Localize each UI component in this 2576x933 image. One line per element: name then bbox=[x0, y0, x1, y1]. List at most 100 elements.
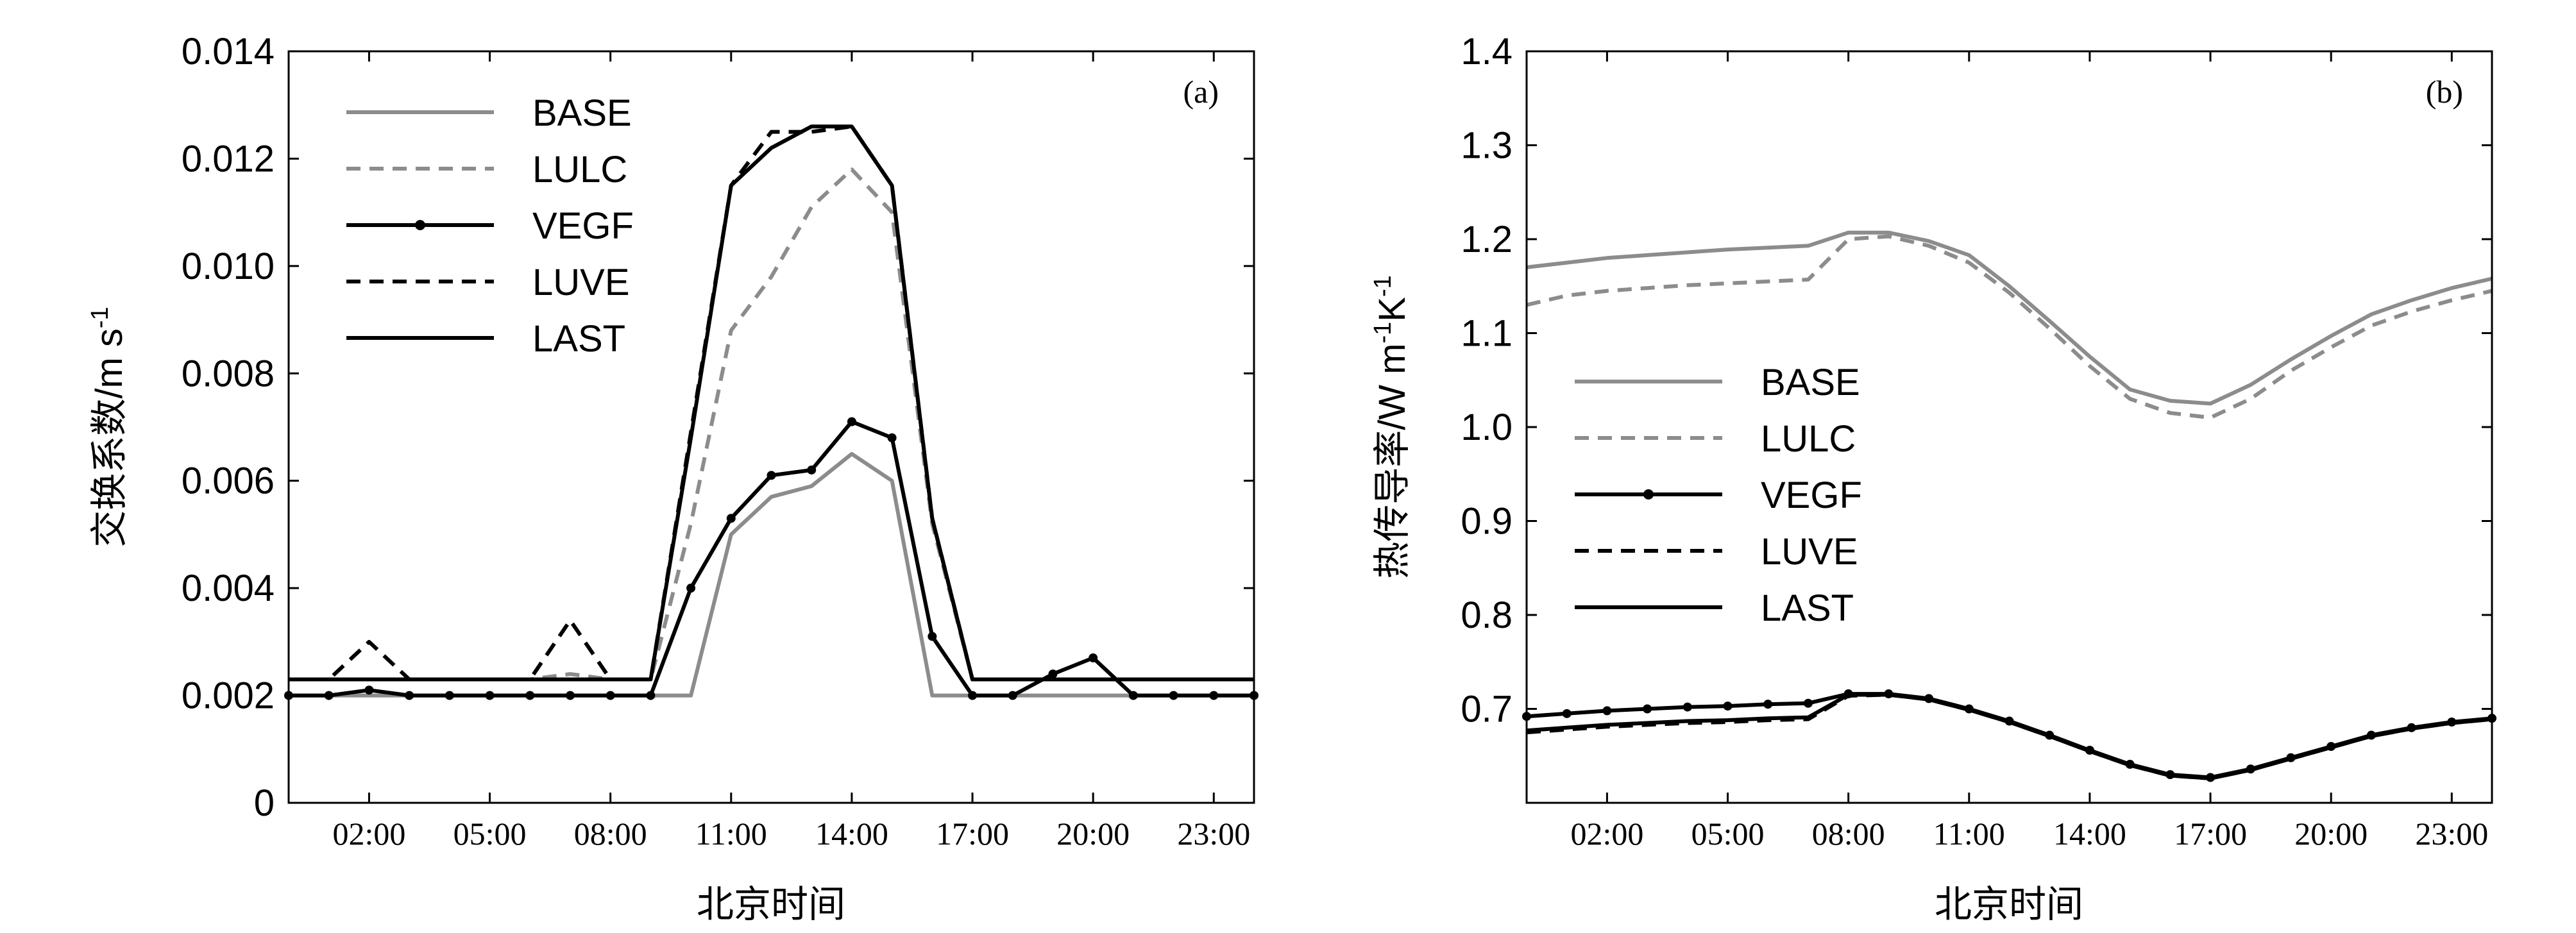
chart-b-ytick-label: 1.0 bbox=[1461, 407, 1513, 448]
chart-a-ytick-label: 0.006 bbox=[182, 460, 275, 502]
chart-b-ylabel-main: 热传导率/W m bbox=[1371, 343, 1413, 578]
chart-b-point-vegf bbox=[1602, 706, 1612, 716]
chart-a-point-vegf bbox=[1128, 691, 1138, 700]
chart-b-ytick-label: 0.9 bbox=[1461, 501, 1513, 542]
chart-a-point-vegf bbox=[485, 691, 495, 700]
chart-a-ytick-label: 0.002 bbox=[182, 675, 275, 717]
chart-a-point-vegf bbox=[606, 691, 615, 700]
chart-a-point-vegf bbox=[565, 691, 575, 700]
chart-b-legend: BASE LULC VEGF LUVE LAST bbox=[1575, 362, 1862, 629]
chart-a-xtick-label: 11:00 bbox=[695, 816, 767, 852]
chart-a-ylabel: 交换系数/m s-1 bbox=[87, 307, 130, 547]
chart-a-point-vegf bbox=[364, 685, 374, 695]
chart-a-xtick-label: 08:00 bbox=[574, 816, 647, 852]
chart-b-xlabel: 北京时间 bbox=[1935, 884, 2083, 925]
chart-a-legend-label-last: LAST bbox=[532, 318, 625, 360]
chart-panel-a: 02:00 05:00 08:00 11:00 14:00 17:00 20:00 23:00… bbox=[87, 31, 1258, 925]
chart-b-legend-label-vegf: VEGF bbox=[1761, 475, 1862, 516]
chart-b-xtick-label: 02:00 bbox=[1570, 816, 1643, 852]
chart-b-xtick-label: 14:00 bbox=[2053, 816, 2126, 852]
chart-b-ylabel-sup2: -1 bbox=[1369, 275, 1396, 297]
chart-b-series bbox=[1522, 230, 2496, 782]
chart-a-point-vegf bbox=[1169, 691, 1178, 700]
chart-a-ticks: 02:00 05:00 08:00 11:00 14:00 17:00 20:00 23:00… bbox=[182, 31, 1254, 852]
chart-b-point-vegf bbox=[1723, 702, 1733, 711]
chart-a-point-vegf bbox=[887, 433, 897, 442]
chart-a-point-vegf bbox=[646, 691, 656, 700]
chart-a-legend-label-luve: LUVE bbox=[532, 262, 630, 303]
chart-a-point-vegf bbox=[807, 465, 817, 475]
chart-b-legend-label-base: BASE bbox=[1761, 362, 1860, 403]
chart-b-point-vegf bbox=[1682, 702, 1692, 712]
chart-a-point-vegf bbox=[767, 471, 776, 480]
chart-a-legend-label-base: BASE bbox=[532, 92, 632, 134]
chart-b-xtick-label: 23:00 bbox=[2415, 816, 2488, 852]
chart-a-ylabel-main: 交换系数/m s bbox=[89, 328, 130, 548]
chart-a-point-vegf bbox=[968, 691, 978, 700]
chart-b-series-last bbox=[1526, 693, 2493, 780]
chart-a-series-last bbox=[289, 124, 1254, 682]
chart-b-point-vegf bbox=[1763, 700, 1773, 709]
chart-a-point-vegf bbox=[1089, 653, 1098, 662]
chart-a-xtick-label: 14:00 bbox=[815, 816, 888, 852]
chart-b-xtick-label: 20:00 bbox=[2294, 816, 2368, 852]
chart-b-legend-label-lulc: LULC bbox=[1761, 418, 1856, 460]
chart-a-point-vegf bbox=[1008, 691, 1017, 700]
chart-a-series bbox=[284, 124, 1258, 700]
chart-b-ytick-label: 0.7 bbox=[1461, 689, 1513, 730]
chart-a-point-vegf bbox=[405, 691, 414, 700]
chart-b-ylabel-mid: K bbox=[1371, 297, 1413, 322]
chart-b-frame bbox=[1525, 50, 2493, 804]
chart-a-ytick-label: 0.004 bbox=[182, 567, 275, 609]
chart-b-ylabel-sup1: -1 bbox=[1369, 322, 1396, 344]
chart-b-legend-label-last: LAST bbox=[1761, 587, 1854, 629]
chart-a-legend: BASE LULC VEGF LUVE LAST bbox=[346, 92, 634, 360]
chart-b-ylabel: 热传导率/W m-1K-1 bbox=[1369, 275, 1413, 579]
chart-a-point-vegf bbox=[445, 691, 454, 700]
chart-a-xtick-label: 05:00 bbox=[453, 816, 527, 852]
chart-a-legend-marker-vegf bbox=[415, 220, 425, 230]
chart-a-point-vegf bbox=[324, 691, 334, 700]
chart-a-xtick-label: 17:00 bbox=[936, 816, 1009, 852]
chart-b-point-vegf bbox=[1643, 704, 1652, 714]
chart-a-ytick-label: 0.008 bbox=[182, 353, 275, 394]
chart-b-xtick-label: 05:00 bbox=[1691, 816, 1765, 852]
chart-a-frame bbox=[287, 50, 1255, 804]
chart-a-xtick-label: 02:00 bbox=[332, 816, 405, 852]
chart-b-legend-label-luve: LUVE bbox=[1761, 531, 1858, 573]
chart-a-ylabel-sup: -1 bbox=[87, 307, 114, 328]
chart-a-xtick-label: 20:00 bbox=[1056, 816, 1130, 852]
chart-a-point-vegf bbox=[726, 514, 736, 523]
chart-a-ytick-label: 0.012 bbox=[182, 138, 275, 180]
chart-a-ytick-label: 0.014 bbox=[182, 31, 275, 72]
chart-panel-b: 02:00 05:00 08:00 11:00 14:00 17:00 20:00 23:00… bbox=[1369, 31, 2496, 925]
chart-b-xtick-label: 17:00 bbox=[2174, 816, 2247, 852]
chart-a-legend-label-lulc: LULC bbox=[532, 149, 627, 190]
chart-b-ytick-label: 1.2 bbox=[1461, 219, 1513, 260]
chart-a-xlabel: 北京时间 bbox=[697, 884, 845, 925]
chart-b-point-vegf bbox=[1803, 698, 1813, 708]
chart-b-legend-marker-vegf bbox=[1643, 489, 1654, 500]
chart-b-point-vegf bbox=[1562, 709, 1572, 718]
chart-a-legend-label-vegf: VEGF bbox=[532, 205, 634, 247]
chart-b-ticks: 02:00 05:00 08:00 11:00 14:00 17:00 20:00 23:00… bbox=[1461, 31, 2492, 852]
chart-b-ytick-label: 1.3 bbox=[1461, 125, 1513, 167]
chart-b-panel-label: (b) bbox=[2426, 74, 2463, 110]
chart-b-xtick-label: 11:00 bbox=[1933, 816, 2005, 852]
chart-b-ytick-label: 0.8 bbox=[1461, 594, 1513, 636]
chart-a-point-vegf bbox=[525, 691, 535, 700]
chart-a-panel-label: (a) bbox=[1183, 74, 1219, 110]
chart-a-ytick-label: 0.010 bbox=[182, 246, 275, 287]
chart-a-point-vegf bbox=[1209, 691, 1219, 700]
chart-b-xtick-label: 08:00 bbox=[1812, 816, 1885, 852]
chart-a-xtick-label: 23:00 bbox=[1177, 816, 1250, 852]
chart-b-series-base bbox=[1526, 230, 2493, 406]
chart-a-point-vegf bbox=[928, 632, 937, 641]
chart-a-ytick-label: 0 bbox=[254, 782, 275, 824]
chart-a-point-vegf bbox=[1048, 669, 1058, 679]
chart-b-series-lulc bbox=[1526, 234, 2493, 420]
chart-b-ytick-label: 1.4 bbox=[1461, 31, 1513, 72]
chart-a-point-vegf bbox=[686, 584, 696, 593]
chart-a-point-vegf bbox=[847, 417, 856, 426]
